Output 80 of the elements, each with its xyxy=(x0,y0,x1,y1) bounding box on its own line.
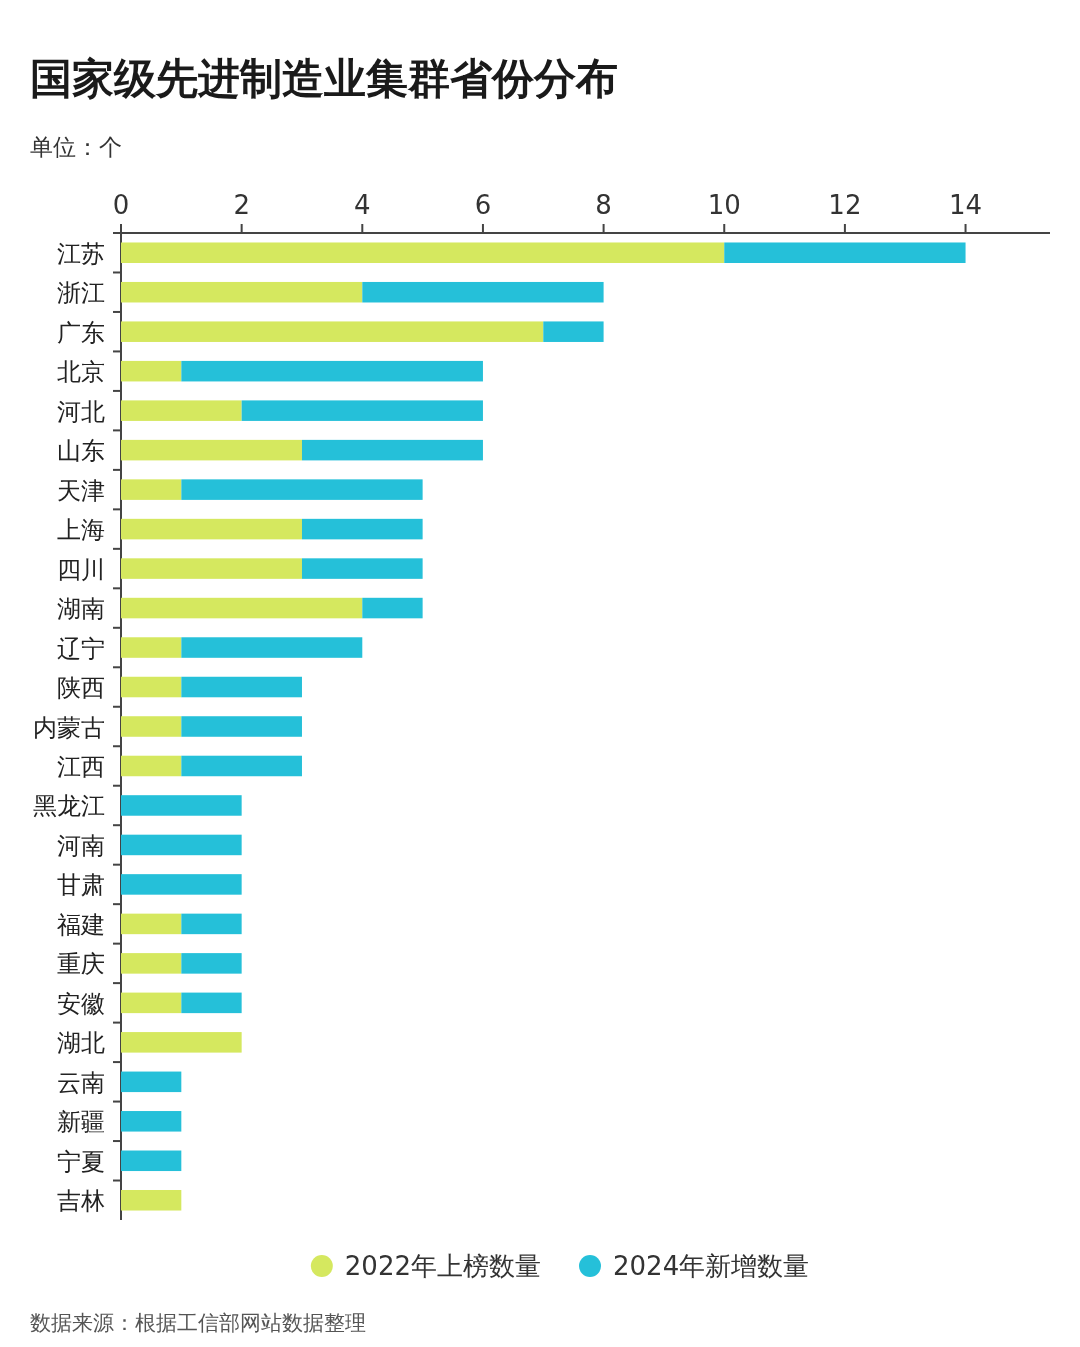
bar xyxy=(301,439,483,461)
y-tick-label: 上海 xyxy=(57,516,105,545)
y-tick-label: 北京 xyxy=(57,358,105,387)
y-tick-label: 湖南 xyxy=(57,595,105,624)
bar xyxy=(121,597,363,619)
bar xyxy=(121,637,182,658)
y-tick-label: 山东 xyxy=(57,437,105,466)
x-tick-label: 8 xyxy=(595,190,612,220)
bar xyxy=(121,716,182,737)
y-tick-label: 福建 xyxy=(57,910,105,939)
x-tick-label: 12 xyxy=(828,190,862,220)
bar xyxy=(181,360,483,382)
bar xyxy=(121,242,725,263)
annotation: 数据来源：根据工信部网站数据整理 xyxy=(30,1311,366,1335)
y-tick-label: 天津 xyxy=(57,476,105,505)
bar xyxy=(121,439,302,461)
y-tick-label: 内蒙古 xyxy=(33,713,105,742)
x-tick-label: 2 xyxy=(233,190,250,220)
x-tick-label: 6 xyxy=(474,190,492,220)
bar xyxy=(724,242,966,263)
x-tick-label: 10 xyxy=(707,190,741,220)
title: 国家级先进制造业集群省份分布 xyxy=(30,54,618,103)
bar xyxy=(121,1190,182,1211)
bar xyxy=(121,360,182,382)
bar xyxy=(121,755,182,777)
bar xyxy=(121,795,242,816)
y-tick-label: 湖北 xyxy=(57,1029,105,1058)
bar xyxy=(181,479,423,500)
x-tick-label: 0 xyxy=(112,190,130,220)
bar xyxy=(181,716,302,737)
bar xyxy=(301,558,423,579)
bar xyxy=(121,1032,242,1053)
bar xyxy=(362,281,604,303)
y-tick-label: 辽宁 xyxy=(57,634,105,663)
bar xyxy=(543,321,604,342)
bar xyxy=(121,558,302,579)
bar xyxy=(181,637,363,658)
y-tick-label: 江苏 xyxy=(57,239,105,268)
x-tick-label: 14 xyxy=(949,190,983,220)
bar xyxy=(181,913,242,935)
bar xyxy=(181,755,302,777)
bar xyxy=(121,992,182,1014)
bar xyxy=(121,874,242,895)
y-tick-label: 新疆 xyxy=(57,1108,105,1137)
y-tick-label: 安徽 xyxy=(57,989,105,1018)
bar xyxy=(121,1150,182,1172)
legend-label: 2024年新增数量 xyxy=(613,1251,810,1281)
bar xyxy=(121,479,182,500)
y-tick-label: 重庆 xyxy=(57,950,105,979)
y-tick-label: 黑龙江 xyxy=(33,792,105,821)
bar xyxy=(121,834,242,856)
y-tick-label: 陕西 xyxy=(57,674,105,703)
bar xyxy=(362,597,423,619)
legend-label: 2022年上榜数量 xyxy=(344,1251,541,1281)
bar xyxy=(121,321,544,342)
bar xyxy=(121,1111,182,1132)
y-tick-label: 浙江 xyxy=(57,279,105,308)
bar xyxy=(121,518,302,540)
y-tick-label: 江西 xyxy=(57,752,105,781)
y-tick-label: 河南 xyxy=(57,831,105,860)
y-tick-label: 广东 xyxy=(57,318,105,347)
x-tick-label: 4 xyxy=(354,190,371,220)
bar xyxy=(121,953,182,974)
bar xyxy=(301,518,423,540)
bar xyxy=(121,1071,182,1093)
bar xyxy=(181,992,242,1014)
y-tick-label: 四川 xyxy=(57,555,105,584)
y-tick-label: 甘肃 xyxy=(57,871,105,900)
bar xyxy=(121,676,182,698)
y-tick-label: 吉林 xyxy=(57,1187,105,1216)
subtitle: 单位：个 xyxy=(30,134,122,160)
bar xyxy=(121,281,363,303)
bar xyxy=(121,913,182,935)
bar xyxy=(121,400,242,421)
bar xyxy=(181,953,242,974)
y-tick-label: 河北 xyxy=(57,397,105,426)
y-tick-label: 云南 xyxy=(57,1068,105,1097)
bar xyxy=(241,400,483,421)
bar xyxy=(181,676,302,698)
y-tick-label: 宁夏 xyxy=(57,1147,105,1176)
